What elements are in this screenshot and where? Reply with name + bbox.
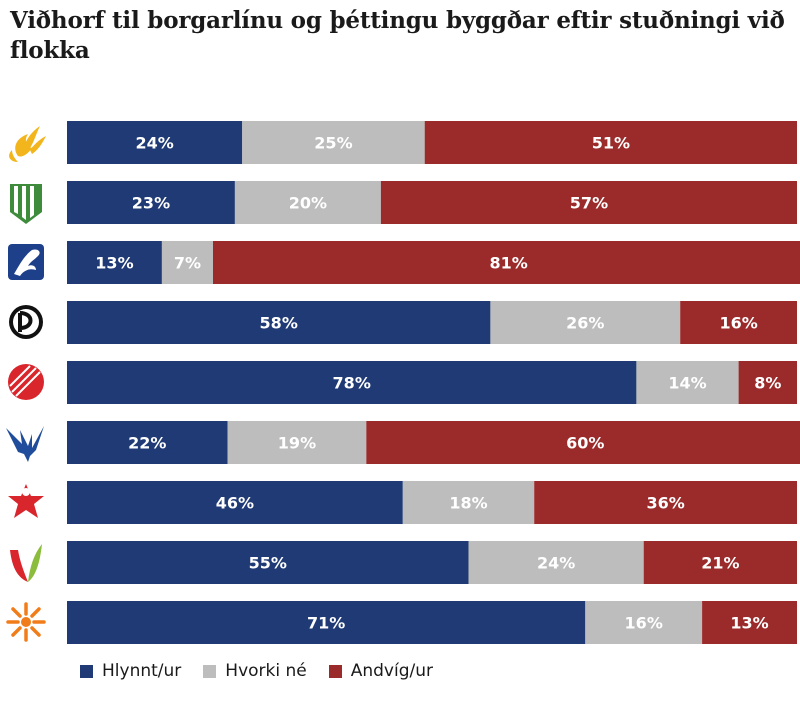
data-label-oppose-1: 51% xyxy=(592,134,630,153)
bar-support-6 xyxy=(67,421,228,464)
bar-oppose-4 xyxy=(680,301,797,344)
party-logo-8 xyxy=(10,544,42,582)
bar-row-7: 46% 18% 36% xyxy=(67,481,797,524)
party-logo-5 xyxy=(8,364,44,400)
bar-row-5: 78% 14% 8% xyxy=(67,361,797,404)
data-label-neutral-4: 26% xyxy=(566,314,604,333)
party-logo-6 xyxy=(6,426,44,462)
bar-row-3: 13% 7% 81% xyxy=(67,241,800,284)
data-label-support-6: 22% xyxy=(128,434,166,453)
bar-support-9 xyxy=(67,601,586,644)
chart-title: Viðhorf til borgarlínu og þéttingu byggð… xyxy=(10,7,785,64)
legend-swatch-neutral xyxy=(203,664,217,678)
legend-swatch-support xyxy=(80,664,93,678)
data-label-neutral-6: 19% xyxy=(278,434,316,453)
data-label-support-8: 55% xyxy=(249,554,287,573)
data-label-neutral-3: 7% xyxy=(174,254,201,273)
bar-neutral-5 xyxy=(636,361,739,404)
bar-support-3 xyxy=(67,241,162,284)
data-label-support-1: 24% xyxy=(135,134,173,153)
bar-support-5 xyxy=(67,361,637,404)
data-label-neutral-5: 14% xyxy=(668,374,706,393)
data-label-support-4: 58% xyxy=(260,314,298,333)
legend-item-oppose: Andvíg/ur xyxy=(328,661,433,681)
data-label-support-7: 46% xyxy=(216,494,254,513)
data-label-oppose-5: 8% xyxy=(754,374,781,393)
data-label-oppose-7: 36% xyxy=(646,494,684,513)
legend-swatch-oppose xyxy=(328,664,342,678)
data-label-oppose-3: 81% xyxy=(490,254,528,273)
bar-group: 24% 25% 51% 23% 20% 57% 13% 7% 81% 58% 26% 16% 78% 14… xyxy=(67,121,800,644)
bar-neutral-7 xyxy=(402,481,535,524)
data-label-neutral-9: 16% xyxy=(625,614,663,633)
bar-oppose-6 xyxy=(366,421,800,464)
data-label-support-9: 71% xyxy=(307,614,345,633)
legend-item-neutral: Hvorki né xyxy=(203,661,307,681)
bar-support-4 xyxy=(67,301,491,344)
bar-row-1: 24% 25% 51% xyxy=(67,121,797,164)
bar-support-8 xyxy=(67,541,469,584)
bar-neutral-9 xyxy=(585,601,703,644)
legend: Hlynnt/ur Hvorki né Andvíg/ur xyxy=(80,658,455,684)
party-logo-7 xyxy=(8,484,44,518)
bar-row-9: 71% 16% 13% xyxy=(67,601,797,644)
legend-label-oppose: Andvíg/ur xyxy=(350,661,433,681)
bar-row-2: 23% 20% 57% xyxy=(67,181,797,224)
party-logo-3 xyxy=(8,244,44,280)
data-label-support-3: 13% xyxy=(95,254,133,273)
data-label-oppose-9: 13% xyxy=(730,614,768,633)
data-label-neutral-7: 18% xyxy=(449,494,487,513)
data-label-support-5: 78% xyxy=(333,374,371,393)
bar-oppose-1 xyxy=(424,121,797,164)
bar-oppose-5 xyxy=(738,361,797,404)
bar-oppose-8 xyxy=(643,541,797,584)
bar-neutral-8 xyxy=(468,541,644,584)
data-label-support-2: 23% xyxy=(132,194,170,213)
party-logo-1 xyxy=(9,126,46,162)
bar-support-1 xyxy=(67,121,243,164)
bar-row-4: 58% 26% 16% xyxy=(67,301,797,344)
party-logo-2 xyxy=(10,184,42,224)
bar-neutral-1 xyxy=(242,121,425,164)
legend-label-support: Hlynnt/ur xyxy=(102,661,182,681)
bar-oppose-9 xyxy=(702,601,797,644)
data-label-neutral-8: 24% xyxy=(537,554,575,573)
data-label-oppose-4: 16% xyxy=(719,314,757,333)
bar-oppose-3 xyxy=(213,241,800,284)
bar-row-8: 55% 24% 21% xyxy=(67,541,797,584)
data-label-neutral-1: 25% xyxy=(314,134,352,153)
data-label-oppose-8: 21% xyxy=(701,554,739,573)
legend-label-neutral: Hvorki né xyxy=(225,661,307,681)
party-logos xyxy=(6,126,46,642)
data-label-oppose-6: 60% xyxy=(566,434,604,453)
bar-oppose-7 xyxy=(534,481,797,524)
bar-support-7 xyxy=(67,481,403,524)
bar-neutral-6 xyxy=(227,421,367,464)
party-logo-4 xyxy=(9,305,43,339)
bar-row-6: 22% 19% 60% xyxy=(67,421,800,464)
party-logo-9 xyxy=(6,602,46,642)
bar-oppose-2 xyxy=(380,181,797,224)
bar-neutral-4 xyxy=(490,301,681,344)
bar-neutral-3 xyxy=(161,241,213,284)
data-label-neutral-2: 20% xyxy=(289,194,327,213)
data-label-oppose-2: 57% xyxy=(570,194,608,213)
bar-neutral-2 xyxy=(234,181,381,224)
bar-support-2 xyxy=(67,181,235,224)
legend-item-support: Hlynnt/ur xyxy=(80,661,181,681)
